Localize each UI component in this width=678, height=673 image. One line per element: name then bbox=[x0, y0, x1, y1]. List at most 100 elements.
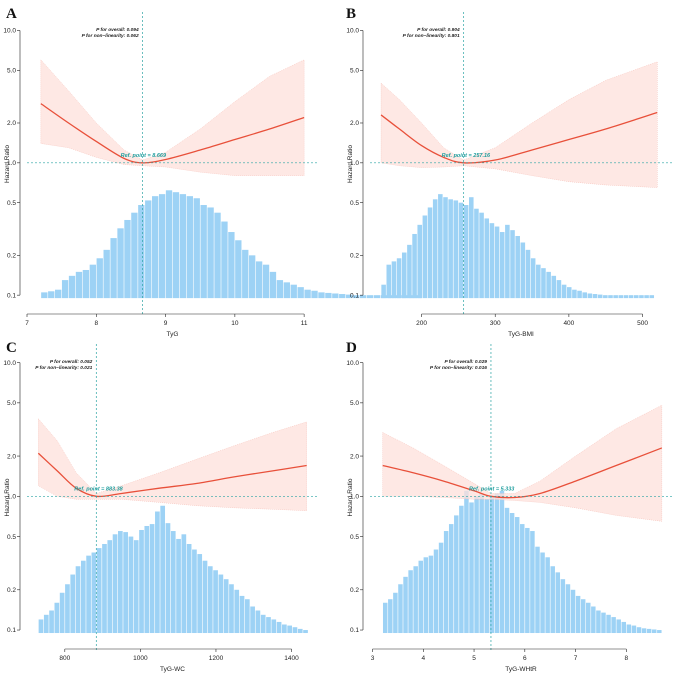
histogram-bar bbox=[484, 218, 490, 299]
p-nonlinearity: P for non−linearity: 0.801 bbox=[403, 33, 460, 39]
histogram-bar bbox=[359, 295, 367, 299]
hazard-ratio-curve bbox=[40, 103, 305, 164]
ref-point-label: Ref. point = 5.333 bbox=[469, 486, 514, 492]
histogram-bar bbox=[138, 205, 145, 299]
x-tick-label: 800 bbox=[59, 655, 70, 662]
histogram-bar bbox=[202, 560, 208, 634]
histogram-bar bbox=[396, 258, 402, 299]
histogram-bar bbox=[525, 249, 531, 299]
ref-point-label: Ref. point = 883.38 bbox=[74, 486, 123, 492]
histogram-bar bbox=[70, 574, 76, 634]
histogram-bar bbox=[221, 221, 228, 299]
histogram-bar bbox=[297, 287, 304, 299]
histogram-bar bbox=[651, 629, 657, 634]
histogram-bar bbox=[453, 200, 459, 299]
x-axis-title: TyG-WC bbox=[160, 666, 185, 673]
y-tick-label: 5.0 bbox=[350, 400, 359, 407]
x-tick-label: 3 bbox=[371, 655, 375, 662]
histogram-bar bbox=[626, 624, 632, 634]
y-tick-label: 2.0 bbox=[350, 453, 359, 460]
x-tick-label: 11 bbox=[301, 320, 308, 327]
histogram-bar bbox=[641, 628, 647, 634]
histogram-bar bbox=[535, 546, 540, 634]
x-axis-title: TyG bbox=[167, 331, 179, 338]
histogram-bar bbox=[545, 557, 550, 634]
histogram-bar bbox=[192, 549, 197, 634]
panel-letter: C bbox=[6, 340, 17, 356]
histogram-bar bbox=[155, 511, 160, 634]
histogram-bar bbox=[474, 496, 479, 634]
histogram-bar bbox=[448, 524, 454, 634]
histogram-bar bbox=[145, 200, 152, 299]
histogram-bar bbox=[423, 557, 429, 634]
histogram-bar bbox=[520, 524, 525, 634]
histogram-bar bbox=[499, 490, 505, 634]
histogram-bar bbox=[165, 190, 173, 299]
y-tick-label: 1.0 bbox=[7, 160, 16, 167]
histogram-bar bbox=[200, 205, 207, 299]
histogram-bar bbox=[172, 192, 180, 299]
histogram-bar bbox=[282, 624, 287, 634]
histogram-bar bbox=[158, 194, 166, 299]
histogram-bar bbox=[454, 515, 459, 634]
histogram-bar bbox=[572, 289, 577, 299]
histogram-bar bbox=[596, 610, 601, 634]
histogram-bar bbox=[608, 295, 613, 299]
histogram-bar bbox=[255, 610, 261, 634]
panel-c: C Ref. point = 883.38 P for overall: 0.052… bbox=[3, 340, 318, 673]
x-tick-label: 10 bbox=[231, 320, 239, 327]
histogram-bar bbox=[613, 295, 618, 299]
y-tick-label: 10.0 bbox=[346, 360, 359, 367]
histogram-bar bbox=[160, 505, 166, 634]
confidence-band bbox=[382, 404, 663, 522]
histogram-bar bbox=[332, 293, 339, 299]
histogram-bar bbox=[566, 287, 572, 299]
histogram-bar bbox=[621, 621, 627, 634]
y-axis-title: Hazard Ratio bbox=[4, 145, 11, 183]
histogram bbox=[41, 190, 422, 299]
histogram-bar bbox=[510, 230, 515, 299]
histogram-bar bbox=[276, 621, 282, 634]
y-tick-label: 0.1 bbox=[350, 627, 359, 634]
histogram-bar bbox=[107, 540, 113, 634]
histogram-bar bbox=[530, 258, 536, 299]
x-tick-label: 400 bbox=[563, 320, 574, 327]
histogram-bar bbox=[509, 513, 515, 634]
histogram-bar bbox=[550, 566, 555, 634]
histogram-bar bbox=[41, 292, 48, 299]
x-tick-label: 7 bbox=[25, 320, 29, 327]
histogram-bar bbox=[657, 630, 662, 634]
histogram-bar bbox=[646, 628, 652, 634]
histogram-bar bbox=[102, 543, 107, 634]
histogram-bar bbox=[228, 232, 235, 299]
histogram-bar bbox=[260, 614, 266, 634]
histogram-bar bbox=[401, 252, 407, 299]
y-axis-title: Hazard Ratio bbox=[347, 478, 354, 516]
y-axis-title: Hazard Ratio bbox=[4, 478, 11, 516]
y-tick-label: 2.0 bbox=[7, 120, 16, 127]
histogram-bar bbox=[603, 295, 608, 299]
y-tick-label: 2.0 bbox=[7, 453, 16, 460]
histogram-bar bbox=[489, 223, 495, 299]
p-overall: P for overall: 0.094 bbox=[96, 27, 139, 33]
histogram-bar bbox=[555, 572, 561, 634]
histogram-bar bbox=[631, 625, 637, 634]
y-tick-label: 0.2 bbox=[350, 253, 359, 260]
histogram-bar bbox=[403, 576, 408, 634]
histogram-bar bbox=[525, 527, 530, 634]
histogram-bar bbox=[283, 282, 290, 299]
x-tick-label: 500 bbox=[637, 320, 648, 327]
histogram-bar bbox=[186, 196, 193, 299]
histogram-bar bbox=[48, 291, 55, 299]
histogram-bar bbox=[271, 619, 277, 634]
histogram-bar bbox=[530, 531, 535, 634]
y-tick-label: 0.5 bbox=[7, 534, 16, 541]
histogram-bar bbox=[408, 570, 413, 634]
histogram-bar bbox=[587, 293, 593, 299]
histogram-bar bbox=[65, 584, 70, 634]
x-tick-label: 4 bbox=[421, 655, 425, 662]
histogram-bar bbox=[438, 194, 443, 299]
p-overall: P for overall: 0.904 bbox=[417, 27, 460, 33]
y-tick-label: 0.5 bbox=[350, 534, 359, 541]
